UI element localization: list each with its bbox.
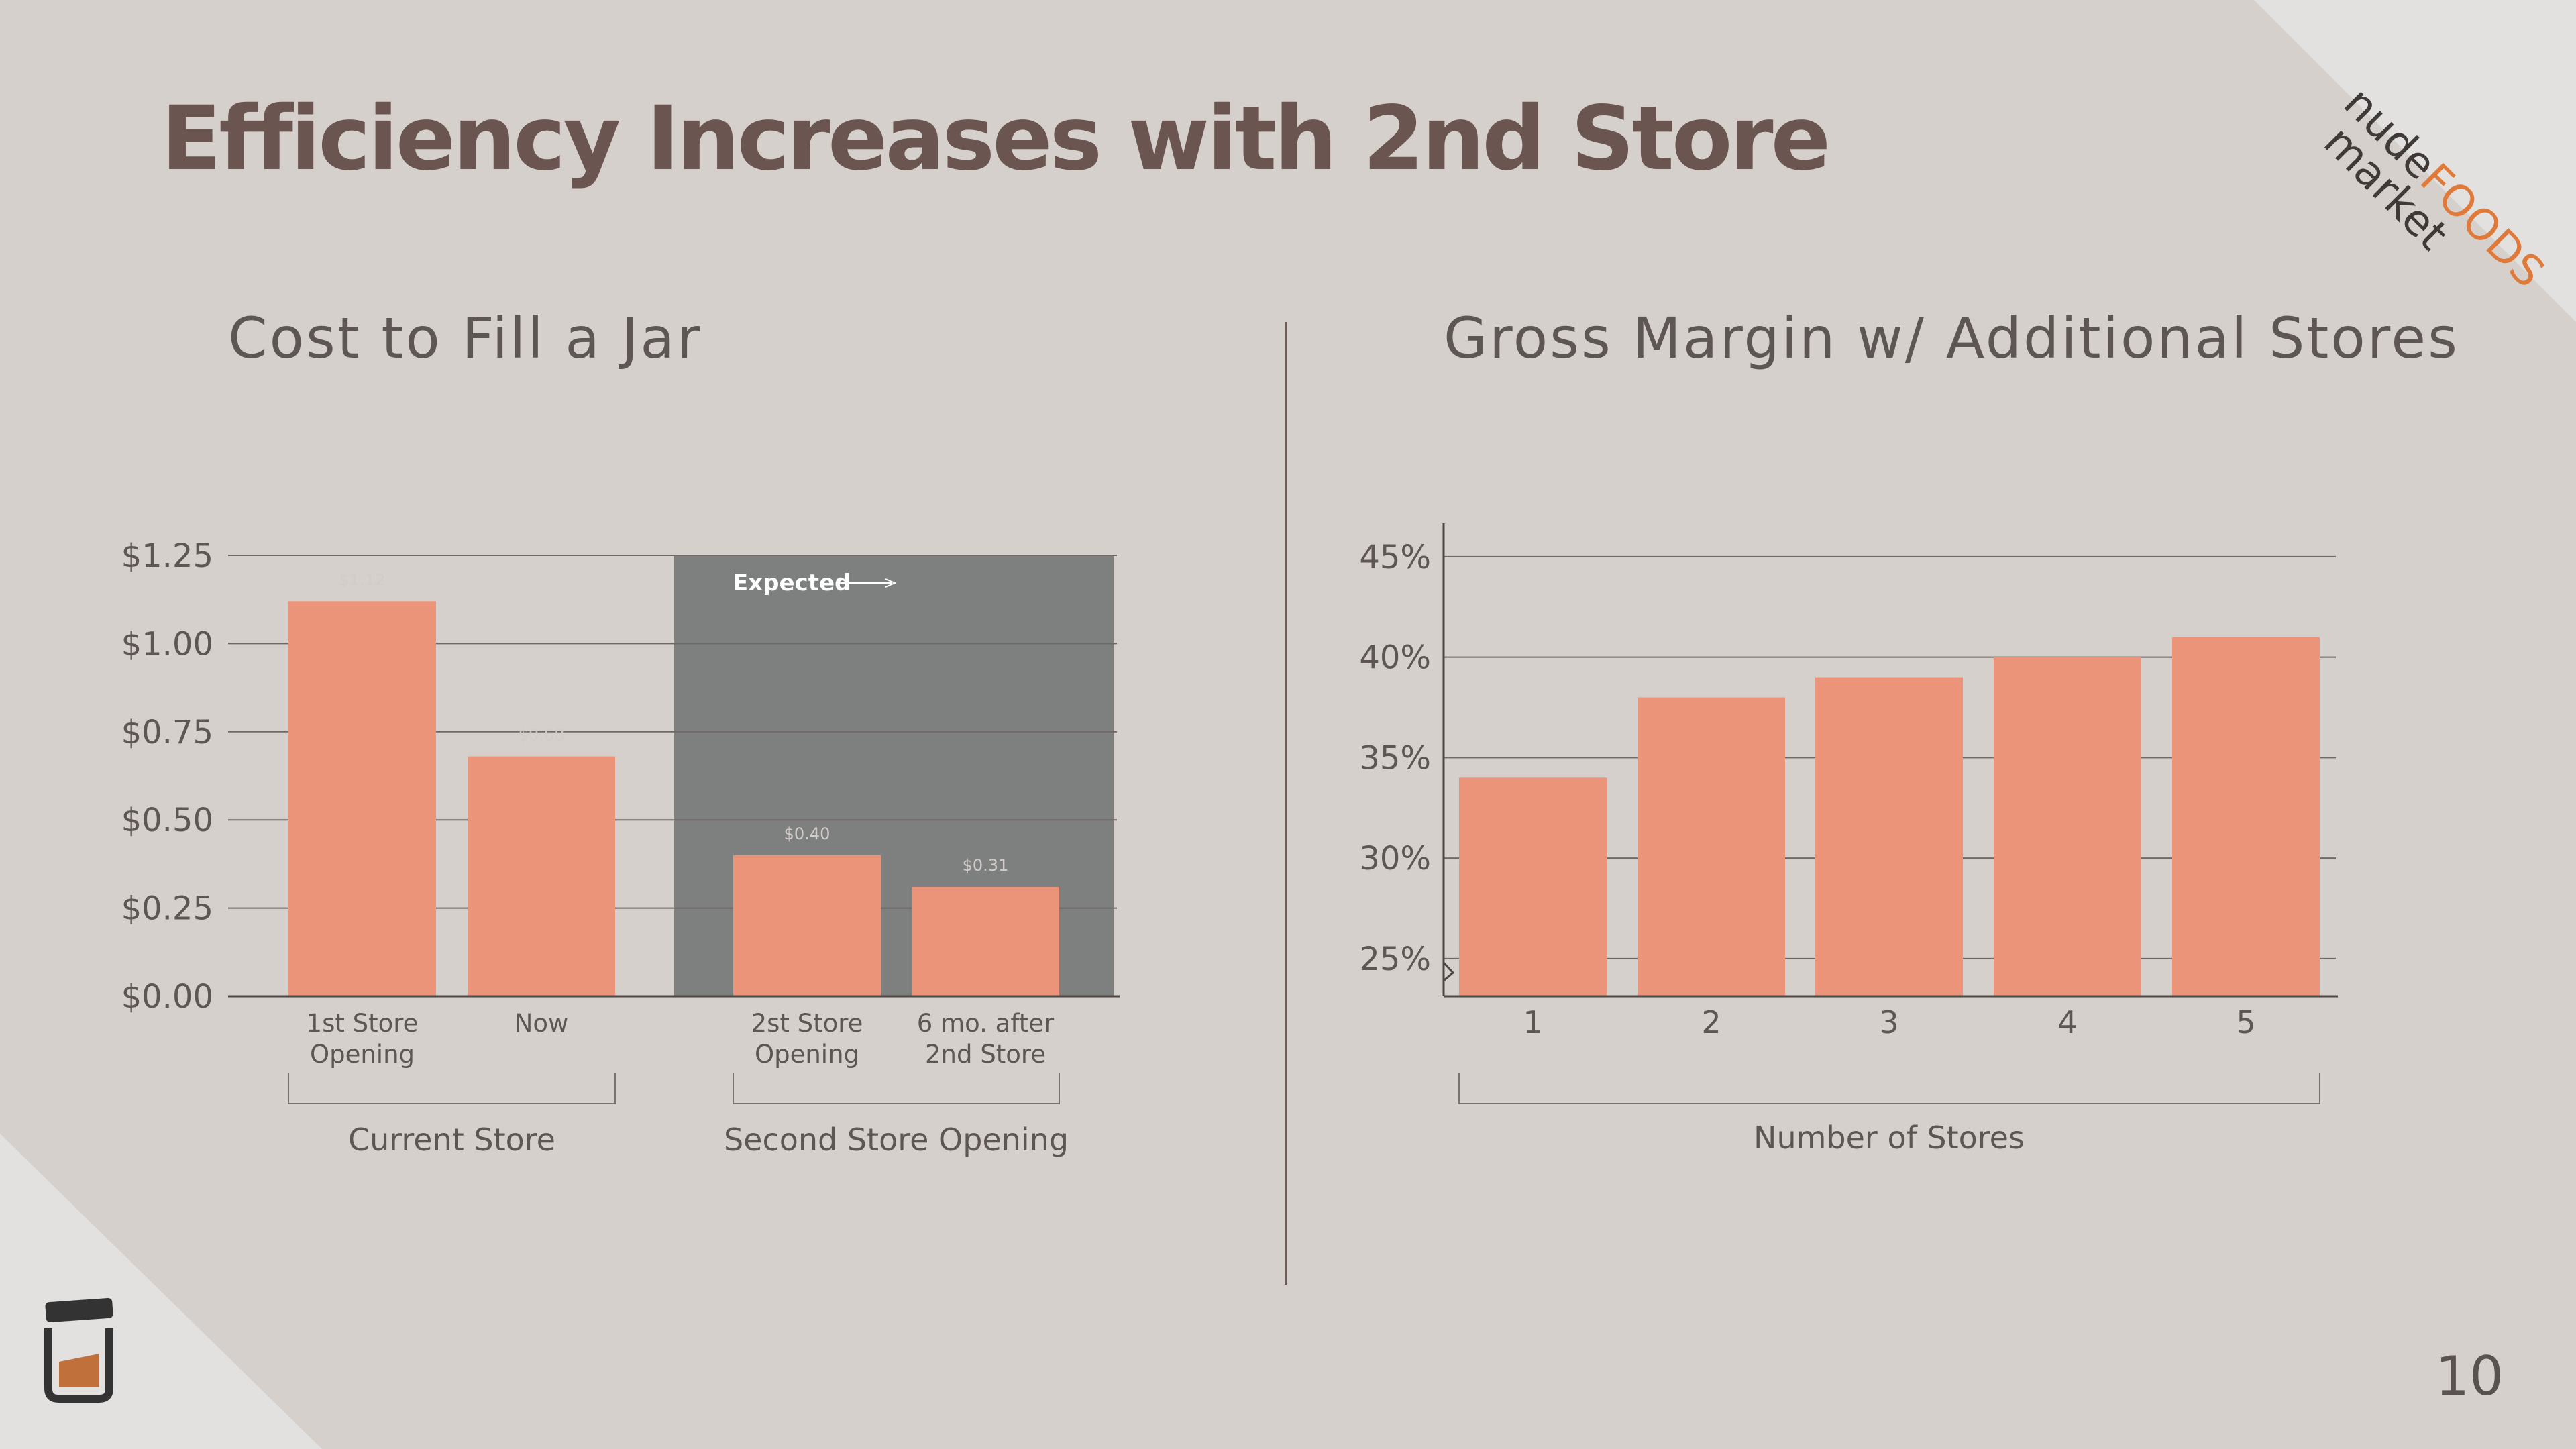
bar [288,601,436,996]
group-bracket [733,1073,1060,1104]
data-label: $1.12 [339,570,386,589]
data-label: $0.68 [519,726,565,745]
bar [1994,657,2141,996]
x-tick-label: Now [515,1009,569,1038]
expected-arrow-head [885,578,897,588]
x-tick-label: 4 [2057,1004,2077,1040]
bar [912,887,1059,996]
chart-divider [1285,322,1287,1285]
y-tick-label: 35% [1359,739,1431,777]
y-tick-label: 25% [1359,941,1431,978]
group-label: Second Store Opening [724,1122,1069,1158]
y-tick-label: $0.00 [121,978,213,1016]
group-bracket [288,1073,616,1104]
y-tick-label: $0.50 [121,802,213,839]
y-tick-label: 40% [1359,639,1431,677]
chart1-title: Cost to Fill a Jar [228,305,702,371]
x-tick-label: 2st Store Opening [751,1009,863,1069]
y-tick-label: $0.25 [121,890,213,928]
group-label: Current Store [348,1122,555,1158]
data-label: $0.31 [963,856,1009,875]
bar [1815,677,1963,996]
data-label: $0.40 [784,824,830,843]
margin-chart: 25% 30% 35% 40% 45% 1 2 3 4 5 Number of Stores [1359,523,2338,1156]
x-tick-label: 1 [1523,1004,1542,1040]
bar [2172,637,2320,996]
x-axis-bracket [1458,1073,2320,1104]
axis-break-mark [1442,961,1455,982]
bar [1459,777,1607,996]
bar [1638,697,1785,996]
jar-icon [44,1297,113,1403]
bar [468,756,615,996]
x-axis-label: Number of Stores [1754,1120,2025,1156]
x-tick-label: 6 mo. after 2nd Store [917,1009,1055,1069]
x-tick-label: 1st Store Opening [307,1009,419,1069]
x-tick-label: 3 [1879,1004,1898,1040]
cost-chart: $0.00 $0.25 $0.50 $0.75 $1.00 $1.25 $1.12 $0.68… [121,537,1120,1158]
chart2-title: Gross Margin w/ Additional Stores [1444,305,2459,371]
top-right-triangle [2254,0,2576,322]
page-number: 10 [2435,1345,2504,1407]
x-tick-label: 2 [1701,1004,1721,1040]
y-tick-label: $1.25 [121,537,213,575]
y-tick-label: $1.00 [121,625,213,663]
x-tick-label: 5 [2236,1004,2255,1040]
bar [733,855,881,996]
y-tick-label: 30% [1359,840,1431,877]
slide-title: Efficiency Increases with 2nd Store [161,87,1831,191]
expected-annotation: Expected [733,570,851,596]
y-tick-label: $0.75 [121,714,213,751]
y-tick-label: 45% [1359,539,1431,576]
